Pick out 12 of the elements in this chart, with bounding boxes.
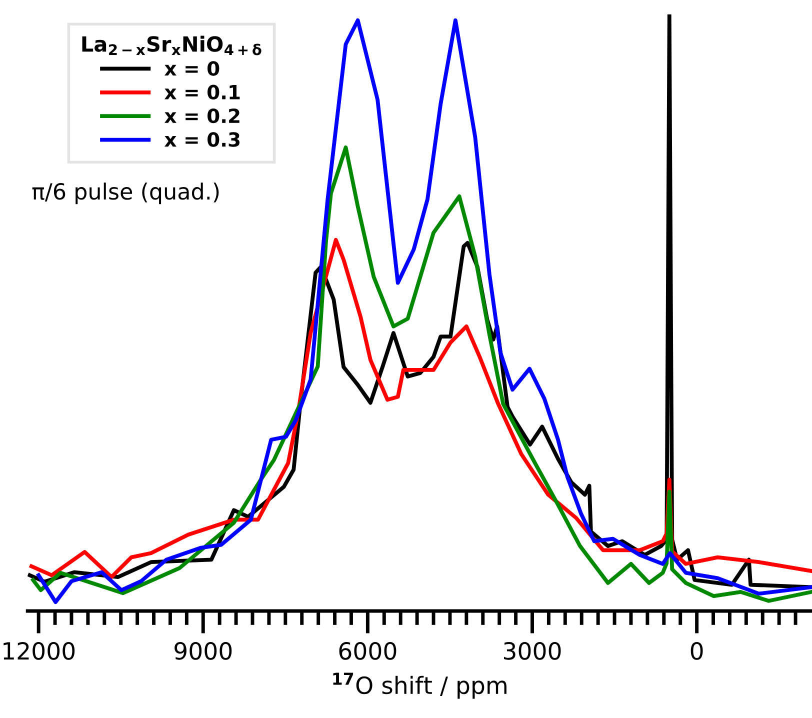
- legend-label: x = 0.1: [164, 84, 240, 100]
- x-tick-label: 6000: [339, 642, 396, 660]
- legend-label: x = 0.3: [164, 132, 240, 147]
- legend-label: x = 0.2: [164, 108, 240, 124]
- legend-label: x = 0: [164, 61, 220, 76]
- annotation: π/6 pulse (quad.): [32, 182, 219, 204]
- x-tick-label: 0: [690, 642, 703, 660]
- x-tick-label: 12000: [4, 642, 75, 660]
- legend-title: La$_{2−x}$Sr$_{x}$NiO$_{4+δ}$: [82, 36, 262, 56]
- x-tick-label: 9000: [174, 642, 232, 660]
- x-tick-label: 3000: [504, 642, 561, 660]
- x-axis-title: $^{17}$O shift / ppm: [333, 672, 506, 699]
